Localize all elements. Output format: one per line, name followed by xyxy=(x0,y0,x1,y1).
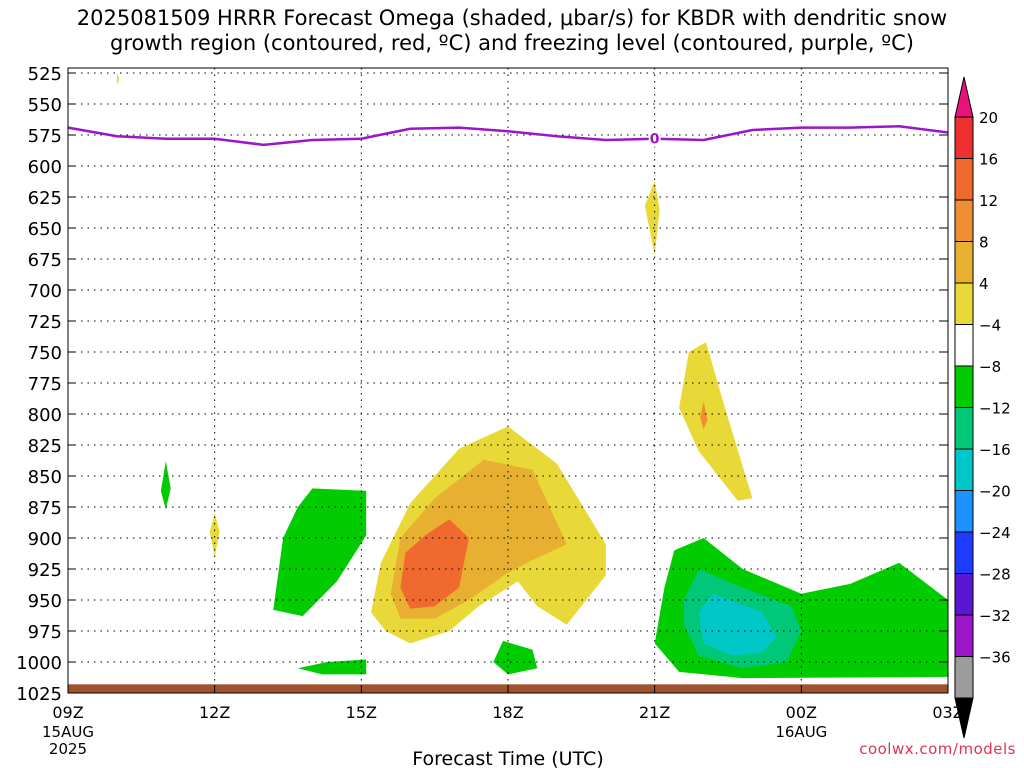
y-tick-label: 575 xyxy=(28,126,62,147)
y-tick-label: 625 xyxy=(28,188,62,209)
y-tick-label: 950 xyxy=(28,591,62,612)
colorbar-box xyxy=(954,656,974,699)
x-tick-label: 03Z xyxy=(932,703,963,722)
chart-title: 2025081509 HRRR Forecast Omega (shaded, … xyxy=(0,6,1024,56)
y-tick-label: 800 xyxy=(28,405,62,426)
omega-region-negative_4_8 xyxy=(160,461,171,510)
colorbar-label: −12 xyxy=(979,400,1011,418)
y-tick-label: 900 xyxy=(28,529,62,550)
colorbar: 20 16 12 8 4 −4 −8 −12 −16 −20 −24 −28 −32 −36 xyxy=(954,76,1011,739)
x-tick-label: 18Z xyxy=(492,703,523,722)
colorbar-box xyxy=(954,490,974,533)
colorbar-box xyxy=(954,282,974,325)
omega-region-positive_8_12 xyxy=(700,401,708,429)
colorbar-label: 20 xyxy=(979,109,998,127)
y-tick-label: 750 xyxy=(28,343,62,364)
colorbar-label: 16 xyxy=(979,151,998,169)
colorbar-box xyxy=(954,448,974,491)
colorbar-label: 12 xyxy=(979,192,998,210)
freezing-level-contour: 0 xyxy=(67,125,949,148)
y-tick-label: 650 xyxy=(28,219,62,240)
y-tick-label: 925 xyxy=(28,560,62,581)
x-tick-label: 15Z xyxy=(346,703,377,722)
y-tick-label: 725 xyxy=(28,312,62,333)
colorbar-box xyxy=(954,614,974,657)
omega-region-positive_4_8 xyxy=(116,73,120,86)
y-tick-label: 675 xyxy=(28,250,62,271)
y-tick-label: 775 xyxy=(28,374,62,395)
omega-region-negative_12_16 xyxy=(698,593,777,656)
omega-region-positive_4_8 xyxy=(679,342,753,501)
omega-region-positive_12_16 xyxy=(400,519,469,609)
colorbar-label: −32 xyxy=(979,607,1011,625)
omega-region-negative_4_8 xyxy=(493,640,538,675)
colorbar-label: −28 xyxy=(979,566,1011,584)
colorbar-box xyxy=(954,573,974,616)
colorbar-label: 4 xyxy=(979,275,989,293)
y-tick-label: 975 xyxy=(28,622,62,643)
x-tick-label: 09Z xyxy=(52,703,83,722)
x-tick-date: 16AUG xyxy=(775,723,827,741)
x-tick-year: 2025 xyxy=(49,740,87,758)
freezing-level-label: 0 xyxy=(650,132,660,148)
x-tick-label: 00Z xyxy=(786,703,817,722)
x-tick-label: 21Z xyxy=(639,703,670,722)
colorbar-top-triangle xyxy=(954,76,974,118)
site-credit: coolwx.com/models xyxy=(859,740,1016,758)
colorbar-box xyxy=(954,116,974,159)
freezing-level-line xyxy=(67,125,949,147)
omega-shading xyxy=(116,73,948,679)
x-axis-label: Forecast Time (UTC) xyxy=(412,748,603,768)
title-line-1: 2025081509 HRRR Forecast Omega (shaded, … xyxy=(76,6,948,30)
omega-region-positive_4_8 xyxy=(644,180,660,256)
colorbar-box xyxy=(954,199,974,242)
omega-region-negative_4_8 xyxy=(297,659,367,675)
y-tick-label: 850 xyxy=(28,467,62,488)
y-tick-label: 1025 xyxy=(16,684,62,705)
y-tick-label: 1000 xyxy=(16,653,62,674)
colorbar-box xyxy=(954,158,974,201)
colorbar-box xyxy=(954,324,974,367)
y-axis: 525 550 575 600 625 650 675 700 725 750 775 800 825 8… xyxy=(16,64,948,705)
y-tick-label: 525 xyxy=(28,64,62,85)
colorbar-box xyxy=(954,365,974,408)
freezing-label-bg xyxy=(648,129,661,147)
colorbar-label: −20 xyxy=(979,483,1011,501)
colorbar-label: −36 xyxy=(979,649,1011,667)
colorbar-label: −4 xyxy=(979,317,1001,335)
colorbar-label: 8 xyxy=(979,234,989,252)
y-tick-label: 550 xyxy=(28,95,62,116)
y-tick-label: 700 xyxy=(28,281,62,302)
omega-region-positive_4_8 xyxy=(209,513,220,557)
colorbar-bottom-triangle xyxy=(954,697,974,739)
colorbar-box xyxy=(954,241,974,284)
y-tick-label: 875 xyxy=(28,498,62,519)
omega-region-negative_4_8 xyxy=(273,488,367,617)
x-tick-label: 12Z xyxy=(199,703,230,722)
title-line-2: growth region (contoured, red, ºC) and f… xyxy=(110,31,914,55)
y-tick-label: 600 xyxy=(28,157,62,178)
colorbar-label: −24 xyxy=(979,524,1011,542)
x-tick-date: 15AUG xyxy=(42,723,94,741)
colorbar-label: −8 xyxy=(979,358,1001,376)
colorbar-box xyxy=(954,407,974,450)
y-tick-label: 825 xyxy=(28,436,62,457)
colorbar-box xyxy=(954,531,974,574)
colorbar-label: −16 xyxy=(979,441,1011,459)
